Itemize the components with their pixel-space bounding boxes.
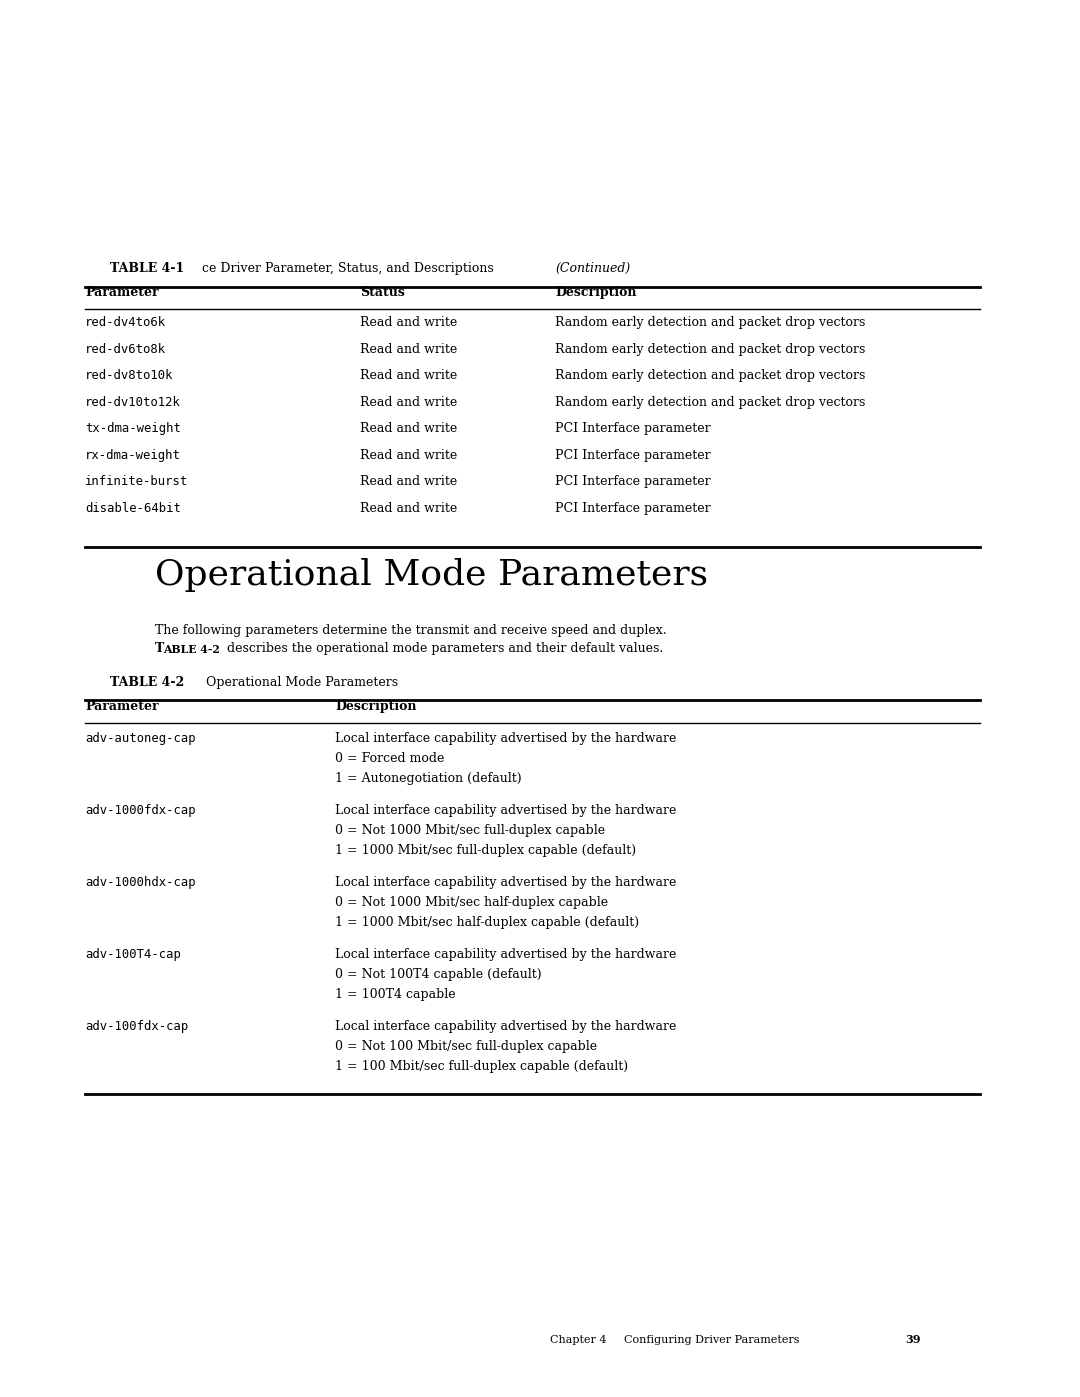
Text: T: T — [156, 643, 164, 655]
Text: adv-1000fdx-cap: adv-1000fdx-cap — [85, 805, 195, 817]
Text: rx-dma-weight: rx-dma-weight — [85, 448, 180, 461]
Text: (Continued): (Continued) — [555, 263, 631, 275]
Text: PCI Interface parameter: PCI Interface parameter — [555, 502, 711, 514]
Text: Read and write: Read and write — [360, 369, 457, 381]
Text: Read and write: Read and write — [360, 395, 457, 408]
Text: Random early detection and packet drop vectors: Random early detection and packet drop v… — [555, 395, 865, 408]
Text: TABLE 4-2: TABLE 4-2 — [110, 676, 185, 689]
Text: 1 = 100 Mbit/sec full-duplex capable (default): 1 = 100 Mbit/sec full-duplex capable (de… — [335, 1060, 629, 1073]
Text: Parameter: Parameter — [85, 700, 159, 712]
Text: red-dv6to8k: red-dv6to8k — [85, 342, 166, 355]
Text: 0 = Not 1000 Mbit/sec half-duplex capable: 0 = Not 1000 Mbit/sec half-duplex capabl… — [335, 895, 608, 909]
Text: Read and write: Read and write — [360, 502, 457, 514]
Text: 1 = 1000 Mbit/sec full-duplex capable (default): 1 = 1000 Mbit/sec full-duplex capable (d… — [335, 844, 636, 856]
Text: PCI Interface parameter: PCI Interface parameter — [555, 475, 711, 488]
Text: 0 = Not 100T4 capable (default): 0 = Not 100T4 capable (default) — [335, 968, 542, 981]
Text: Local interface capability advertised by the hardware: Local interface capability advertised by… — [335, 1020, 676, 1032]
Text: Status: Status — [360, 286, 405, 299]
Text: 1 = Autonegotiation (default): 1 = Autonegotiation (default) — [335, 773, 522, 785]
Text: Read and write: Read and write — [360, 316, 457, 330]
Text: Local interface capability advertised by the hardware: Local interface capability advertised by… — [335, 949, 676, 961]
Text: adv-100fdx-cap: adv-100fdx-cap — [85, 1020, 188, 1032]
Text: adv-100T4-cap: adv-100T4-cap — [85, 949, 180, 961]
Text: Local interface capability advertised by the hardware: Local interface capability advertised by… — [335, 805, 676, 817]
Text: PCI Interface parameter: PCI Interface parameter — [555, 422, 711, 434]
Text: describes the operational mode parameters and their default values.: describes the operational mode parameter… — [222, 643, 663, 655]
Text: Random early detection and packet drop vectors: Random early detection and packet drop v… — [555, 369, 865, 381]
Text: Operational Mode Parameters: Operational Mode Parameters — [190, 676, 399, 689]
Text: TABLE 4-1: TABLE 4-1 — [110, 263, 185, 275]
Text: ABLE 4-2: ABLE 4-2 — [163, 644, 220, 655]
Text: Chapter 4     Configuring Driver Parameters: Chapter 4 Configuring Driver Parameters — [550, 1336, 799, 1345]
Text: PCI Interface parameter: PCI Interface parameter — [555, 448, 711, 461]
Text: Description: Description — [555, 286, 636, 299]
Text: 39: 39 — [905, 1334, 920, 1345]
Text: Read and write: Read and write — [360, 475, 457, 488]
Text: Read and write: Read and write — [360, 422, 457, 434]
Text: Read and write: Read and write — [360, 448, 457, 461]
Text: Random early detection and packet drop vectors: Random early detection and packet drop v… — [555, 342, 865, 355]
Text: red-dv10to12k: red-dv10to12k — [85, 395, 180, 408]
Text: Parameter: Parameter — [85, 286, 159, 299]
Text: Operational Mode Parameters: Operational Mode Parameters — [156, 557, 708, 592]
Text: Local interface capability advertised by the hardware: Local interface capability advertised by… — [335, 876, 676, 888]
Text: red-dv8to10k: red-dv8to10k — [85, 369, 174, 381]
Text: tx-dma-weight: tx-dma-weight — [85, 422, 180, 434]
Text: Random early detection and packet drop vectors: Random early detection and packet drop v… — [555, 316, 865, 330]
Text: 1 = 1000 Mbit/sec half-duplex capable (default): 1 = 1000 Mbit/sec half-duplex capable (d… — [335, 916, 639, 929]
Text: Local interface capability advertised by the hardware: Local interface capability advertised by… — [335, 732, 676, 745]
Text: adv-autoneg-cap: adv-autoneg-cap — [85, 732, 195, 745]
Text: 0 = Not 100 Mbit/sec full-duplex capable: 0 = Not 100 Mbit/sec full-duplex capable — [335, 1039, 597, 1053]
Text: Description: Description — [335, 700, 417, 712]
Text: adv-1000hdx-cap: adv-1000hdx-cap — [85, 876, 195, 888]
Text: red-dv4to6k: red-dv4to6k — [85, 316, 166, 330]
Text: The following parameters determine the transmit and receive speed and duplex.: The following parameters determine the t… — [156, 624, 666, 637]
Text: 0 = Forced mode: 0 = Forced mode — [335, 752, 444, 766]
Text: ce Driver Parameter, Status, and Descriptions: ce Driver Parameter, Status, and Descrip… — [190, 263, 502, 275]
Text: infinite-burst: infinite-burst — [85, 475, 188, 488]
Text: 1 = 100T4 capable: 1 = 100T4 capable — [335, 988, 456, 1002]
Text: 0 = Not 1000 Mbit/sec full-duplex capable: 0 = Not 1000 Mbit/sec full-duplex capabl… — [335, 824, 605, 837]
Text: disable-64bit: disable-64bit — [85, 502, 180, 514]
Text: Read and write: Read and write — [360, 342, 457, 355]
